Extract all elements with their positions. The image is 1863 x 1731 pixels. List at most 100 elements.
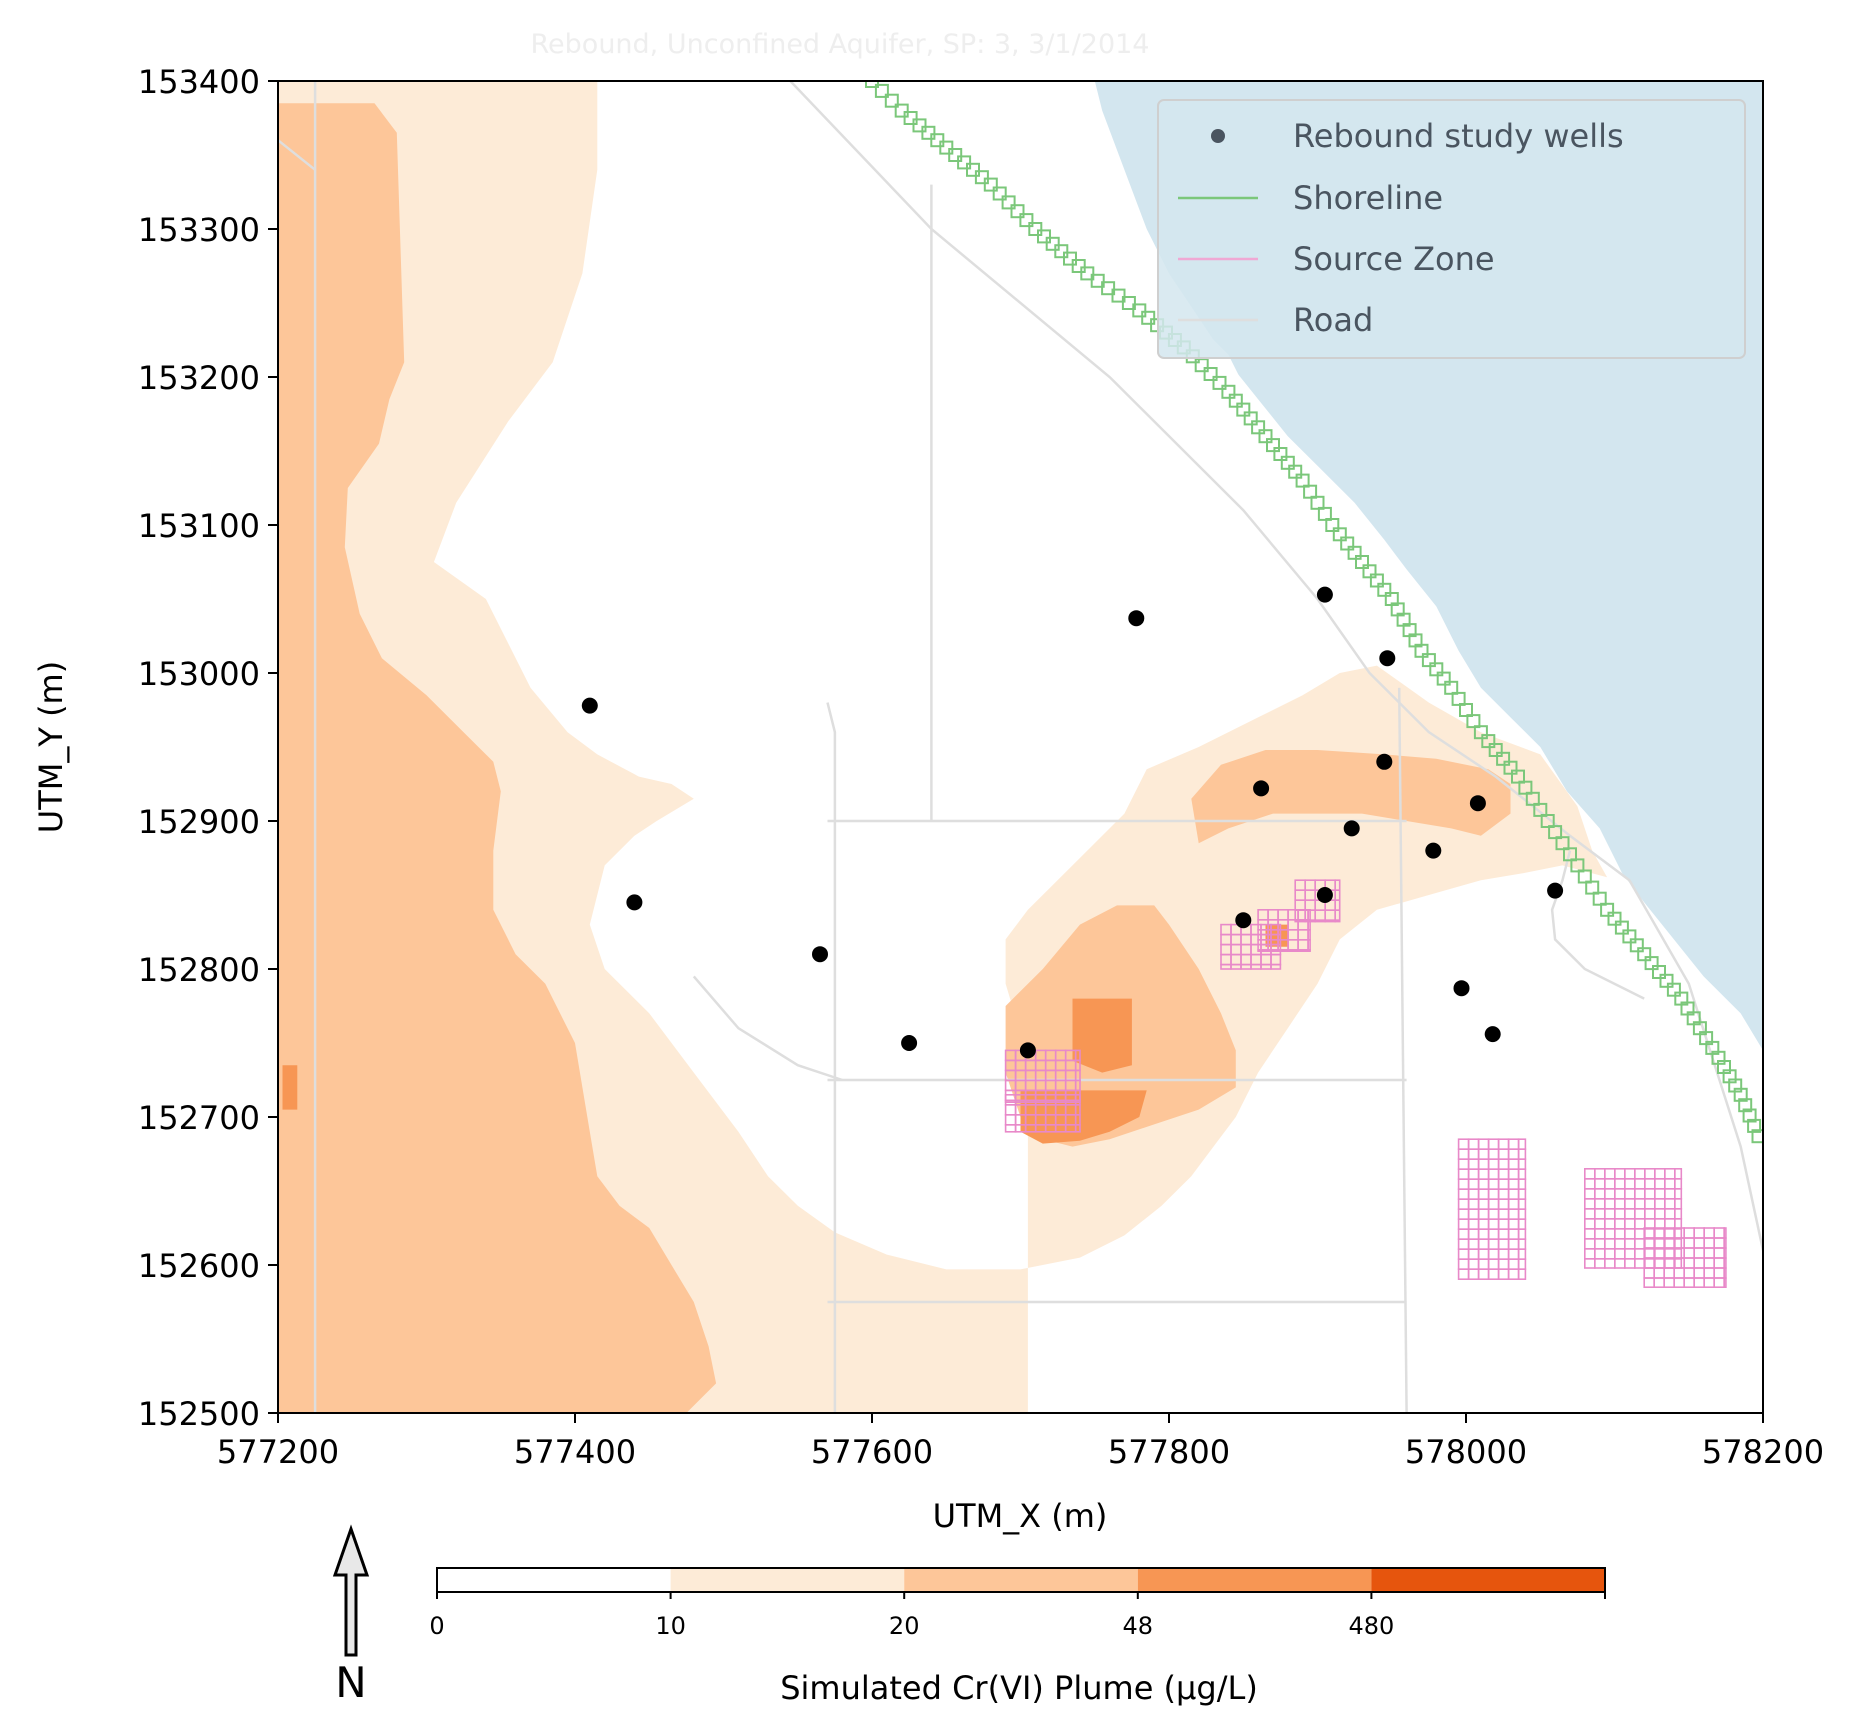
shoreline-cell (1317, 506, 1332, 521)
source-zone-cell (1634, 1238, 1646, 1250)
colorbar: 0 10 20 48 480 (429, 1567, 1606, 1640)
shoreline-cell (1347, 545, 1362, 560)
source-zone-cell (1634, 1218, 1646, 1230)
source-zone-cell (1487, 1198, 1500, 1210)
source-zone-cell (1477, 1198, 1490, 1210)
source-zone-cell (1674, 1188, 1683, 1200)
source-zone-cell (1004, 1124, 1017, 1133)
study-well-point (1379, 650, 1396, 667)
source-zone-cell (1654, 1188, 1666, 1200)
source-zone-cell (1297, 948, 1309, 952)
source-zone-cell (1614, 1258, 1626, 1269)
source-zone-cell (1703, 1227, 1715, 1239)
shoreline-cell (1369, 573, 1384, 588)
shoreline-cell (1132, 303, 1147, 318)
map-legend: Rebound study wells Shoreline Source Zon… (1157, 99, 1746, 359)
shoreline-cell (930, 133, 945, 148)
north-arrow: N (332, 1524, 370, 1707)
shoreline-cell (1466, 714, 1481, 729)
map-axes: 577200 577400 577600 577800 578000 578200 1525… (138, 63, 1824, 1471)
source-zone-cell (1467, 1168, 1480, 1180)
north-arrow-label: N (335, 1658, 366, 1707)
y-tick-label: 153300 (138, 211, 260, 249)
study-well-point (1547, 882, 1564, 899)
source-zone-cell (1683, 1257, 1695, 1269)
shoreline-cell (865, 81, 879, 88)
shoreline-cell (1652, 965, 1666, 979)
source-zone-cell (1624, 1218, 1636, 1230)
source-zone-cell (1604, 1228, 1616, 1240)
source-zone-cell (1457, 1178, 1470, 1190)
map-title: Rebound, Unconfined Aquifer, SP: 3, 3/1/… (531, 29, 1150, 60)
source-zone-cell (1477, 1158, 1490, 1170)
source-zone-cell (1507, 1168, 1520, 1180)
source-zone-cell (1723, 1247, 1727, 1259)
source-zone-cell (1507, 1238, 1520, 1250)
source-zone-cell (1674, 1168, 1683, 1180)
shoreline-cell (1540, 814, 1555, 828)
source-zone-cell (1487, 1228, 1500, 1240)
source-zone-cell (1614, 1248, 1626, 1260)
source-zone-cell (1477, 1218, 1490, 1230)
source-zone-cell (1517, 1148, 1527, 1160)
shoreline-cell (1421, 653, 1436, 668)
source-zone-cell (1634, 1258, 1646, 1269)
source-zone-cell (1004, 1099, 1017, 1104)
plume-zone-20-48 (278, 103, 717, 1413)
shoreline-cell (1555, 836, 1570, 851)
source-zone-cell (1604, 1188, 1616, 1200)
source-zone-cell (1467, 1258, 1480, 1270)
y-tick-label: 153400 (138, 63, 260, 101)
source-zone-cell (1594, 1198, 1606, 1210)
shoreline-cell (1121, 296, 1136, 310)
source-zone-cell (1507, 1138, 1520, 1150)
study-well-point (1235, 912, 1252, 929)
shoreline-cell (1622, 929, 1637, 944)
source-zone-cell (1497, 1208, 1510, 1220)
source-zone-cell (1604, 1248, 1616, 1260)
source-zone-cell (1624, 1258, 1636, 1269)
source-zone-cell (1517, 1238, 1527, 1250)
source-zone-cell (1517, 1218, 1527, 1230)
source-zone-cell (1497, 1158, 1510, 1170)
source-zone-cell (1594, 1178, 1606, 1190)
source-zone-cell (1643, 1277, 1655, 1288)
shoreline-cell (1742, 1108, 1757, 1123)
source-zone-cell (1693, 1227, 1705, 1239)
shoreline-cell (1221, 384, 1236, 399)
source-zone-cell (1674, 1198, 1683, 1210)
source-zone-cell (1614, 1188, 1626, 1200)
source-zone-cell (1683, 1247, 1695, 1259)
source-zone-cell (1584, 1168, 1596, 1180)
source-zone-cell (1683, 1227, 1695, 1239)
y-tick-label: 152500 (138, 1395, 260, 1433)
study-well-point (812, 946, 828, 963)
study-well-point (1316, 887, 1333, 903)
x-tick-label: 577400 (514, 1433, 636, 1471)
source-zone-cell (1457, 1238, 1470, 1250)
study-well-point (1484, 1026, 1501, 1043)
source-zone-cell (1693, 1267, 1705, 1279)
source-zone-cell (1644, 1188, 1656, 1200)
study-well-point (1425, 842, 1442, 859)
source-zone-cell (1257, 948, 1269, 952)
shoreline-cell (1243, 411, 1258, 426)
shoreline-cell (1258, 429, 1273, 444)
shoreline-cell (1273, 447, 1288, 461)
source-zone-cell (1487, 1218, 1500, 1230)
source-zone-cell (1477, 1228, 1490, 1240)
source-zone-cell (1074, 1124, 1081, 1133)
source-zone-cell (1517, 1158, 1527, 1170)
source-zone-cell (1614, 1208, 1626, 1220)
plume-zone-20-48 (1191, 750, 1511, 844)
source-zone-cell (1457, 1188, 1470, 1200)
source-zone-cell (1604, 1258, 1616, 1269)
source-zone-cell (1477, 1208, 1490, 1220)
source-zone-cell (1713, 1247, 1725, 1259)
source-zone-cell (1487, 1188, 1500, 1200)
x-tick-label: 578000 (1405, 1433, 1527, 1471)
x-axis-label: UTM_X (m) (933, 1497, 1108, 1535)
colorbar-tick-label: 10 (655, 1612, 686, 1640)
colorbar-tick-label: 480 (1348, 1612, 1394, 1640)
